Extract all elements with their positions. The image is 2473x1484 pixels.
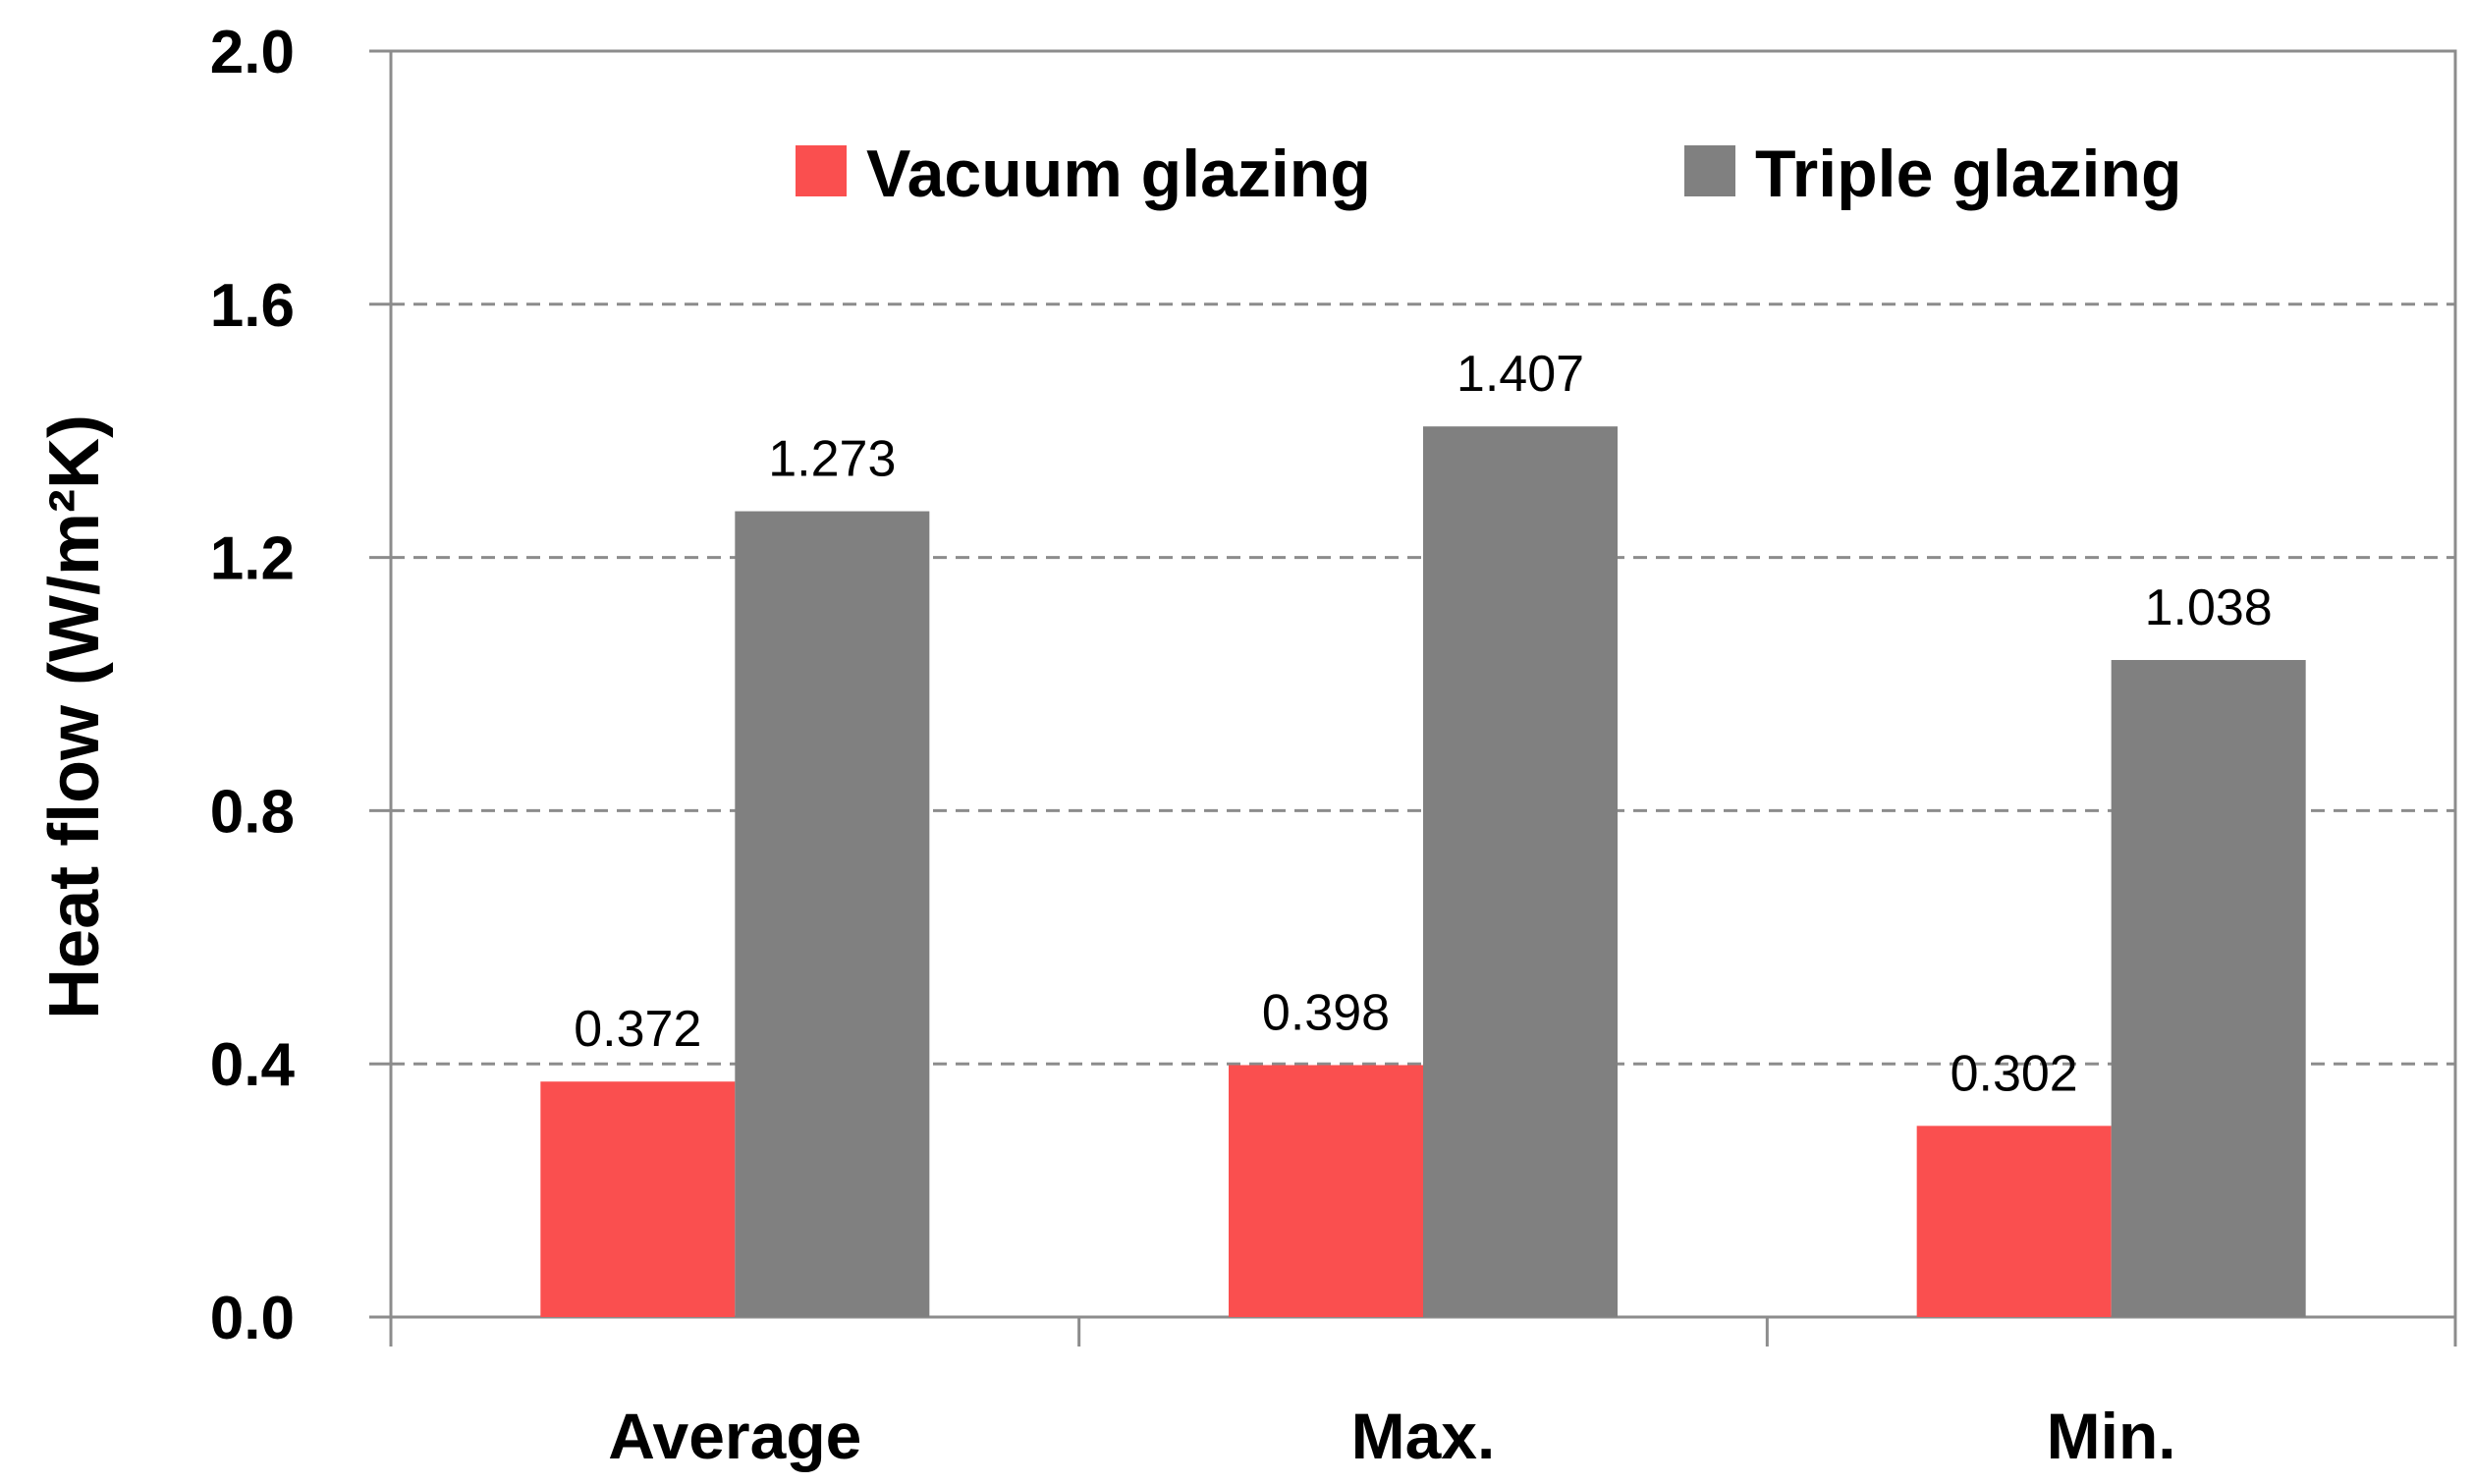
x-category-label: Min. (2047, 1400, 2176, 1472)
data-labels: 0.372 0.398 0.302 1.273 1.407 1.038 (574, 346, 2272, 1102)
data-label: 1.273 (768, 431, 896, 488)
y-tick-label: 0.8 (210, 778, 295, 846)
bar-vacuum-glazing (1229, 1065, 1423, 1317)
data-label: 1.407 (1456, 346, 1584, 403)
x-category-label: Average (608, 1400, 861, 1472)
bar-triple-glazing (2111, 660, 2306, 1317)
legend-label-vacuum-glazing: Vacuum glazing (866, 137, 1371, 211)
bar-triple-glazing (1423, 426, 1618, 1318)
y-axis: 0.0 0.4 0.8 1.2 1.6 2.0 (210, 19, 391, 1352)
y-tick-label: 1.6 (210, 272, 295, 340)
legend-swatch-triple-glazing (1684, 145, 1735, 196)
data-label: 0.302 (1951, 1045, 2078, 1102)
y-tick-label: 2.0 (210, 19, 295, 86)
y-tick-label: 0.0 (210, 1285, 295, 1352)
x-category-label: Max. (1351, 1400, 1496, 1472)
legend-swatch-vacuum-glazing (796, 145, 847, 196)
legend-label-triple-glazing: Triple glazing (1755, 137, 2182, 211)
y-tick-label: 0.4 (210, 1031, 296, 1099)
data-label: 1.038 (2145, 579, 2273, 636)
bars (540, 426, 2306, 1318)
y-tick-label: 1.2 (210, 525, 295, 593)
bar-vacuum-glazing (540, 1081, 736, 1317)
bar-vacuum-glazing (1916, 1126, 2112, 1317)
data-label: 0.398 (1262, 984, 1390, 1041)
legend: Vacuum glazing Triple glazing (796, 137, 2182, 211)
data-label: 0.372 (574, 1001, 701, 1058)
bar-triple-glazing (735, 511, 930, 1317)
y-axis-title: Heat flow (W/m²K) (35, 414, 114, 1019)
x-axis: Average Max. Min. (389, 1317, 2457, 1472)
